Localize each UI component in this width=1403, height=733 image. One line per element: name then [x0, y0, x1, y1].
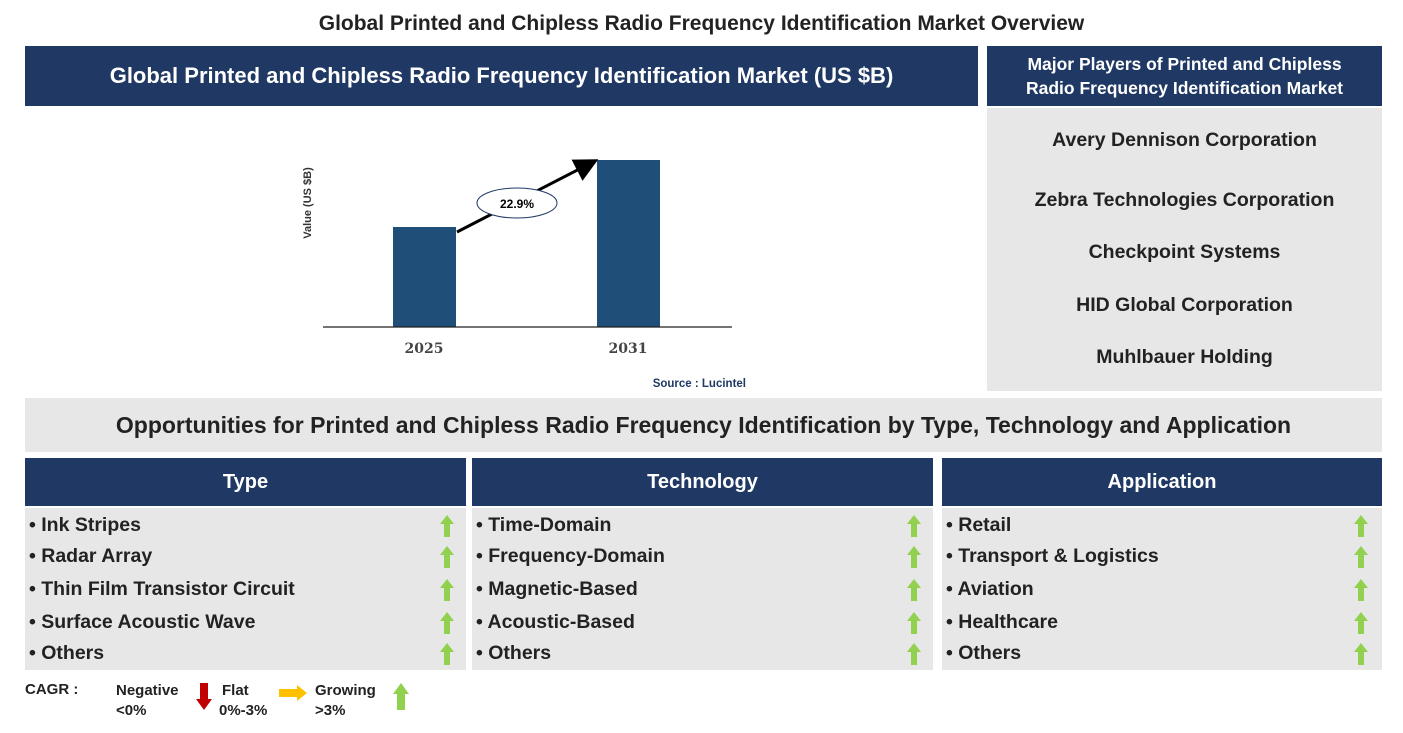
column-header: Type [25, 458, 466, 506]
growth-up-arrow-icon [440, 515, 454, 537]
segment-item: • Thin Film Transistor Circuit [29, 578, 295, 600]
column-header: Application [942, 458, 1382, 506]
segment-item: • Transport & Logistics [946, 545, 1159, 567]
cagr-label: 22.9% [500, 197, 534, 211]
growth-up-arrow-icon [907, 643, 921, 665]
y-axis-label: Value (US $B) [302, 167, 314, 239]
flat-label: Flat [222, 682, 249, 699]
up-arrow-green-icon [393, 683, 409, 710]
growing-label: Growing [315, 682, 376, 699]
legend-growing: Growing >3% [315, 681, 376, 721]
column-body: • Retail • Transport & Logistics • Aviatio… [942, 508, 1382, 670]
segment-item: • Acoustic-Based [476, 611, 635, 633]
segment-item: • Healthcare [946, 611, 1058, 633]
opportunities-title: Opportunities for Printed and Chipless R… [25, 398, 1382, 452]
market-header: Global Printed and Chipless Radio Freque… [25, 46, 978, 106]
legend-flat: Flat 0%-3% [219, 681, 267, 721]
growth-up-arrow-icon [440, 643, 454, 665]
segment-item: • Frequency-Domain [476, 545, 665, 567]
legend-negative: Negative <0% [116, 681, 179, 721]
bar-2025 [393, 227, 456, 327]
segment-item: • Retail [946, 514, 1012, 536]
growth-up-arrow-icon [1354, 643, 1368, 665]
column-body: • Ink Stripes • Radar Array • Thin Film Tr… [25, 508, 466, 670]
player-item: Checkpoint Systems [1088, 241, 1281, 263]
growth-up-arrow-icon [907, 612, 921, 634]
player-item: Zebra Technologies Corporation [1034, 189, 1335, 211]
market-chart: Value (US $B) 2025 2031 22.9% Source : Lu… [302, 159, 746, 390]
right-arrow-yellow-icon [279, 685, 307, 701]
growth-up-arrow-icon [440, 579, 454, 601]
growth-up-arrow-icon [1354, 546, 1368, 568]
growth-up-arrow-icon [440, 612, 454, 634]
players-header: Major Players of Printed and Chipless Ra… [987, 46, 1382, 106]
growth-up-arrow-icon [440, 546, 454, 568]
player-item: Muhlbauer Holding [1096, 346, 1273, 368]
growth-up-arrow-icon [907, 515, 921, 537]
negative-label: Negative [116, 682, 179, 699]
negative-range: <0% [116, 702, 147, 719]
growth-up-arrow-icon [907, 546, 921, 568]
column-header: Technology [472, 458, 933, 506]
cagr-ellipse [476, 187, 558, 219]
source-label: Source : Lucintel [653, 378, 746, 390]
x-tick-label: 2031 [609, 341, 648, 357]
growth-up-arrow-icon [1354, 515, 1368, 537]
legend-label: CAGR : [25, 681, 79, 698]
growth-up-arrow-icon [1354, 579, 1368, 601]
growing-range: >3% [315, 702, 346, 719]
segment-item: • Others [946, 642, 1022, 664]
segment-item: • Radar Array [29, 545, 153, 567]
growth-up-arrow-icon [1354, 612, 1368, 634]
segment-item: • Aviation [946, 578, 1034, 600]
segment-item: • Others [29, 642, 105, 664]
flat-range: 0%-3% [219, 702, 268, 719]
players-list: Avery Dennison Corporation Zebra Technol… [987, 108, 1382, 391]
growth-up-arrow-icon [907, 579, 921, 601]
page-title: Global Printed and Chipless Radio Freque… [318, 12, 1085, 35]
player-item: HID Global Corporation [1076, 294, 1293, 316]
segment-item: • Others [476, 642, 552, 664]
segment-item: • Magnetic-Based [476, 578, 638, 600]
player-item: Avery Dennison Corporation [1052, 129, 1317, 151]
down-arrow-red-icon [196, 683, 212, 710]
segment-item: • Ink Stripes [29, 514, 141, 536]
segment-item: • Time-Domain [476, 514, 612, 536]
bar-2031 [597, 160, 660, 327]
segment-item: • Surface Acoustic Wave [29, 611, 256, 633]
column-body: • Time-Domain • Frequency-Domain • Magneti… [472, 508, 933, 670]
x-tick-label: 2025 [405, 341, 444, 357]
